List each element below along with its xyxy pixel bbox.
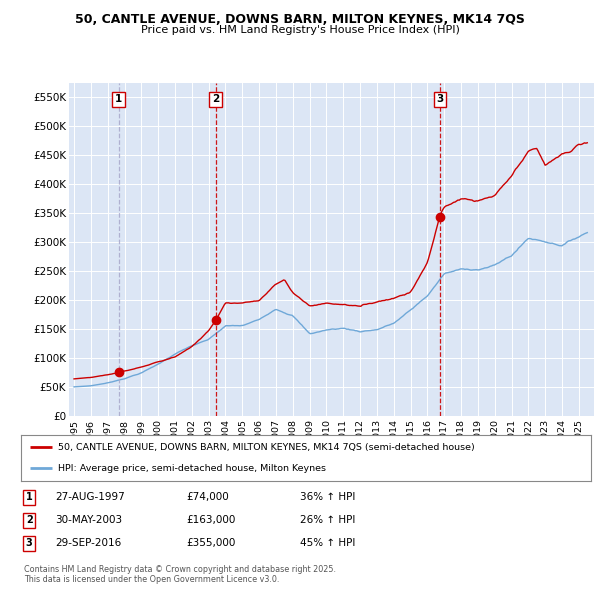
Text: 27-AUG-1997: 27-AUG-1997: [55, 493, 125, 502]
Text: 36% ↑ HPI: 36% ↑ HPI: [300, 493, 355, 502]
Text: HPI: Average price, semi-detached house, Milton Keynes: HPI: Average price, semi-detached house,…: [58, 464, 326, 473]
Text: £355,000: £355,000: [186, 539, 235, 548]
Text: 29-SEP-2016: 29-SEP-2016: [55, 539, 121, 548]
Text: 1: 1: [26, 493, 32, 502]
Text: 50, CANTLE AVENUE, DOWNS BARN, MILTON KEYNES, MK14 7QS: 50, CANTLE AVENUE, DOWNS BARN, MILTON KE…: [75, 13, 525, 26]
Text: 30-MAY-2003: 30-MAY-2003: [55, 516, 122, 525]
Text: £163,000: £163,000: [186, 516, 235, 525]
Text: 3: 3: [26, 539, 32, 548]
Text: £74,000: £74,000: [186, 493, 229, 502]
Text: 3: 3: [436, 94, 443, 104]
Text: 45% ↑ HPI: 45% ↑ HPI: [300, 539, 355, 548]
Text: 2: 2: [212, 94, 219, 104]
Text: Contains HM Land Registry data © Crown copyright and database right 2025.
This d: Contains HM Land Registry data © Crown c…: [24, 565, 336, 584]
Text: Price paid vs. HM Land Registry's House Price Index (HPI): Price paid vs. HM Land Registry's House …: [140, 25, 460, 35]
Text: 1: 1: [115, 94, 122, 104]
Text: 26% ↑ HPI: 26% ↑ HPI: [300, 516, 355, 525]
Text: 50, CANTLE AVENUE, DOWNS BARN, MILTON KEYNES, MK14 7QS (semi-detached house): 50, CANTLE AVENUE, DOWNS BARN, MILTON KE…: [58, 442, 475, 452]
Text: 2: 2: [26, 516, 32, 525]
